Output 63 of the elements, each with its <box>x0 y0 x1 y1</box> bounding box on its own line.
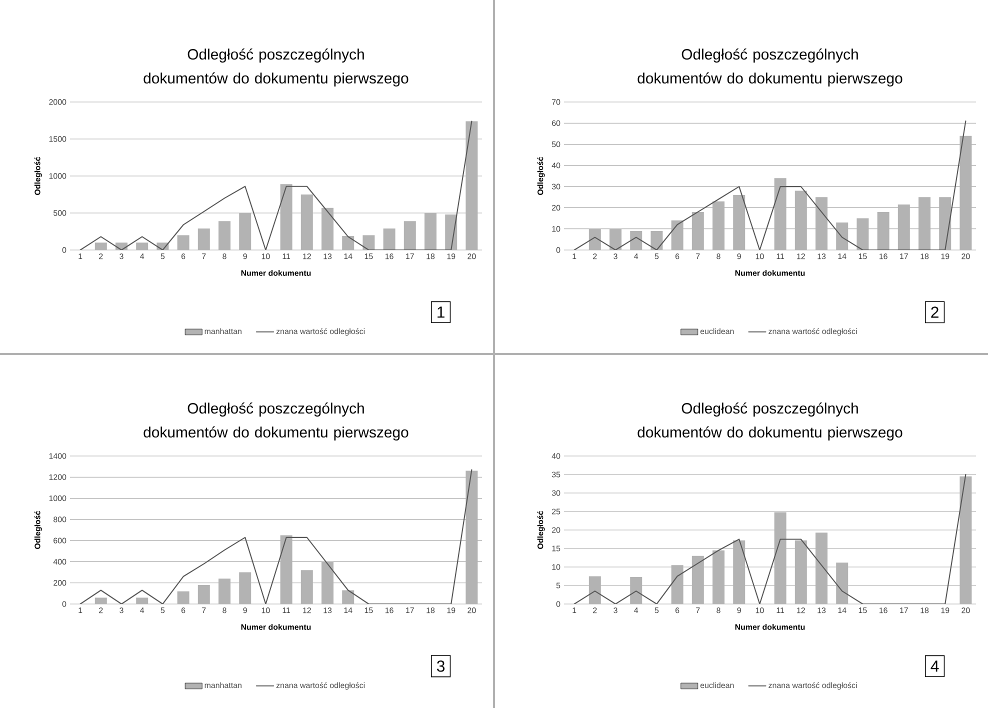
chart-title: Odległość poszczególnych dokumentów do dokumentu pierwszego <box>638 402 902 441</box>
bar <box>939 197 952 250</box>
bar <box>877 212 890 250</box>
bar <box>774 512 786 604</box>
bar <box>774 178 786 250</box>
bar <box>300 570 313 604</box>
bar <box>466 121 478 250</box>
bar <box>136 242 148 250</box>
bar <box>177 235 190 250</box>
bar <box>342 590 354 604</box>
bar <box>630 576 642 604</box>
bar <box>733 540 746 604</box>
bar <box>218 221 230 250</box>
bar <box>692 212 704 250</box>
bar <box>383 228 396 250</box>
text: 4 <box>930 660 939 672</box>
chart-title: Odległość poszczególnych dokumentów do dokumentu pierwszego <box>144 48 408 86</box>
bar <box>630 230 642 250</box>
bar <box>610 228 622 250</box>
bar <box>424 213 437 250</box>
bar <box>836 222 848 250</box>
bar <box>177 591 190 604</box>
bar <box>322 562 334 604</box>
bar <box>218 578 230 604</box>
bar <box>280 535 292 604</box>
bar <box>960 476 972 604</box>
text: 1 <box>438 306 444 318</box>
text: 2 <box>931 306 938 318</box>
bar <box>816 532 828 604</box>
bar <box>136 598 148 604</box>
bar <box>794 540 807 604</box>
bar <box>816 197 828 250</box>
bar <box>466 470 478 604</box>
bar <box>794 190 807 250</box>
bar <box>300 194 313 250</box>
bar <box>650 230 663 250</box>
bar <box>322 208 334 250</box>
bar <box>712 550 725 604</box>
text: 3 <box>436 660 445 672</box>
bar <box>671 220 684 250</box>
bar <box>671 565 684 604</box>
bar <box>588 228 601 250</box>
bar <box>692 556 704 604</box>
bar <box>733 195 746 250</box>
bar <box>198 228 210 250</box>
bar <box>94 598 107 604</box>
bar <box>280 184 292 250</box>
bar <box>588 576 601 604</box>
bar <box>836 562 848 604</box>
bar <box>198 584 210 604</box>
chart-title: Odległość poszczególnych dokumentów do dokumentu pierwszego <box>144 402 408 441</box>
bar <box>898 204 910 250</box>
bar <box>918 197 931 250</box>
bar <box>404 221 416 250</box>
bar <box>239 572 252 604</box>
bar <box>712 201 725 250</box>
bar <box>342 236 354 250</box>
bar <box>362 235 375 250</box>
bar <box>856 218 869 250</box>
chart-title: Odległość poszczególnych dokumentów do dokumentu pierwszego <box>638 48 902 86</box>
bar <box>239 213 252 250</box>
bar <box>94 242 107 250</box>
bar <box>960 136 972 250</box>
